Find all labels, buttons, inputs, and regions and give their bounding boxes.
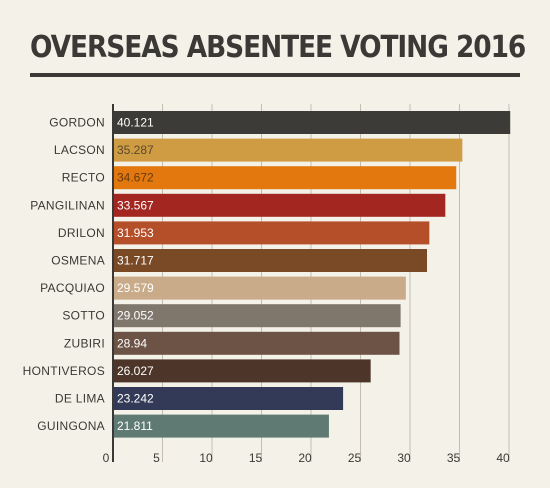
bar <box>113 138 463 162</box>
title-underline <box>30 73 520 77</box>
value-label: 34.672 <box>117 171 154 185</box>
category-label: PANGILINAN <box>30 198 105 212</box>
bar <box>113 111 511 134</box>
category-label: GORDON <box>49 116 105 130</box>
bar <box>113 276 406 300</box>
value-label: 35.287 <box>117 143 154 157</box>
x-tick-label: 40 <box>496 451 510 465</box>
bar <box>113 249 427 272</box>
x-tick-label: 10 <box>199 451 213 465</box>
value-label: 33.567 <box>117 198 154 212</box>
x-tick-label: 35 <box>447 451 461 465</box>
value-label: 40.121 <box>117 116 154 130</box>
category-label: ZUBIRI <box>64 336 105 350</box>
category-label: PACQUIAO <box>40 281 105 295</box>
value-label: 31.953 <box>117 226 154 240</box>
value-label: 31.717 <box>117 254 154 268</box>
category-label: GUINGONA <box>37 419 105 433</box>
bar <box>113 166 457 190</box>
bar <box>113 304 401 328</box>
value-label: 28.94 <box>117 336 147 350</box>
bars: GORDON 40.121 LACSON 35.287 RECTO 34.672 PANGI… <box>23 111 511 438</box>
x-axis-ticks: 0 5 10 15 20 25 30 35 40 <box>103 451 510 465</box>
category-label: OSMENA <box>51 254 105 268</box>
category-label: SOTTO <box>62 309 105 323</box>
x-tick-label: 15 <box>249 451 263 465</box>
bar <box>113 221 430 245</box>
x-tick-label: 5 <box>153 451 160 465</box>
category-label: HONTIVEROS <box>23 364 105 378</box>
bar <box>113 193 446 217</box>
bar <box>113 387 344 410</box>
category-label: DRILON <box>58 226 105 240</box>
value-label: 29.579 <box>117 281 154 295</box>
x-tick-label: 20 <box>298 451 312 465</box>
category-label: RECTO <box>62 171 105 185</box>
value-label: 29.052 <box>117 309 154 323</box>
x-tick-label: 25 <box>348 451 362 465</box>
bar <box>113 414 329 438</box>
value-label: 23.242 <box>117 392 154 406</box>
category-label: LACSON <box>54 143 105 157</box>
bar <box>113 331 400 355</box>
value-label: 26.027 <box>117 364 154 378</box>
chart-title: OVERSEAS ABSENTEE VOTING 2016 <box>30 30 526 65</box>
bar <box>113 359 371 383</box>
category-label: DE LIMA <box>55 392 105 406</box>
x-tick-label: 30 <box>397 451 411 465</box>
value-label: 21.811 <box>117 419 153 433</box>
x-tick-label: 0 <box>103 451 110 465</box>
